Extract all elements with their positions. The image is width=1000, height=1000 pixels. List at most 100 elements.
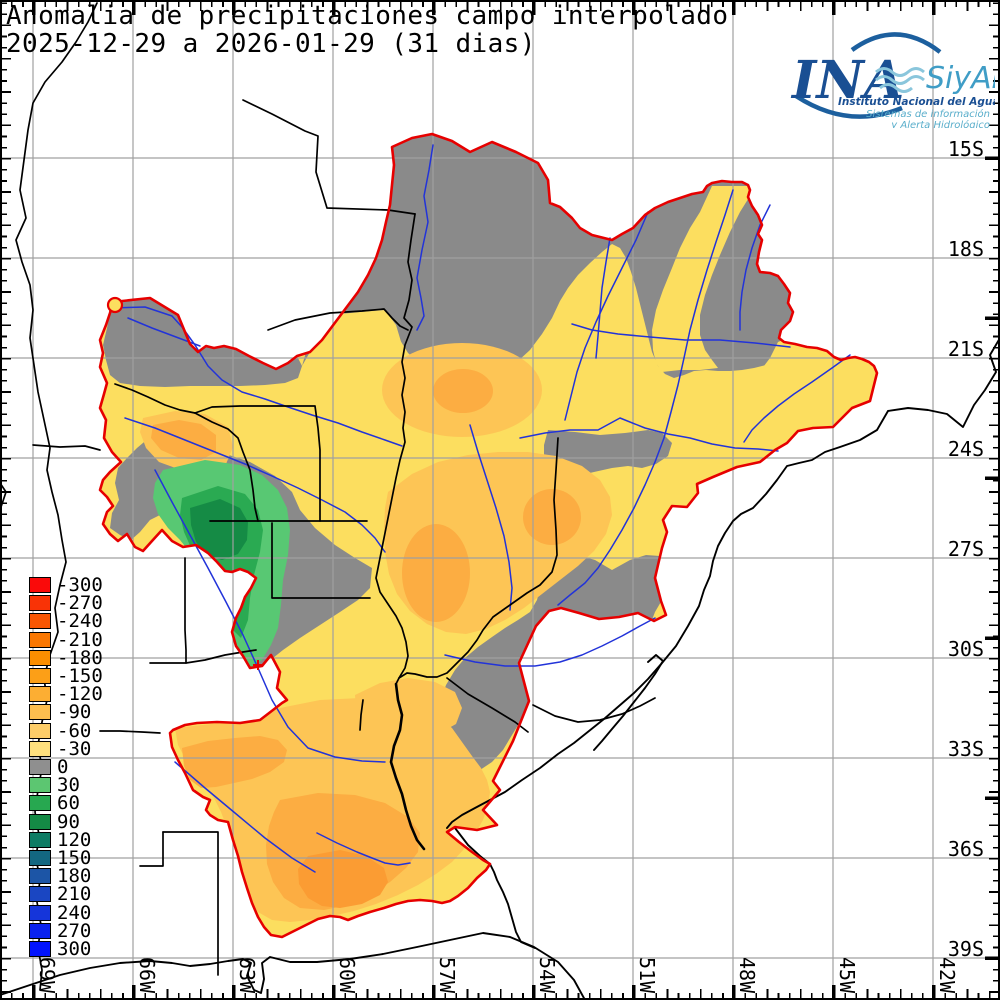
logo-top-arc xyxy=(850,32,942,54)
legend-swatch xyxy=(29,686,51,703)
anomaly-field xyxy=(103,134,877,922)
legend-row--60: -60 xyxy=(29,719,92,742)
legend-value-label: -180 xyxy=(57,646,103,669)
lat-label-36S: 36S xyxy=(947,837,984,861)
legend-swatch xyxy=(29,886,51,903)
legend-value-label: -270 xyxy=(57,592,103,615)
legend-row-90: 90 xyxy=(29,812,80,831)
legend-row-300: 300 xyxy=(29,938,92,961)
legend-swatch xyxy=(29,577,51,594)
orange-90-central-b xyxy=(523,489,581,545)
lon-label-54W: 54W xyxy=(535,957,559,994)
legend-row-270: 270 xyxy=(29,919,92,942)
legend-value-label: 240 xyxy=(57,901,92,924)
legend-swatch xyxy=(29,668,51,685)
legend-swatch xyxy=(29,631,51,648)
orange-120-south-core xyxy=(298,850,388,908)
legend-row--150: -150 xyxy=(29,667,103,686)
legend-swatch xyxy=(29,831,51,848)
legend-row--210: -210 xyxy=(29,628,103,651)
legend-row-120: 120 xyxy=(29,828,92,851)
legend-row--90: -90 xyxy=(29,701,92,724)
yellow-east-tip xyxy=(697,337,877,477)
legend-row-0: 0 xyxy=(29,758,68,777)
lon-label-69W: 69W xyxy=(35,957,59,994)
legend-swatch xyxy=(29,649,51,666)
legend-swatch xyxy=(29,759,51,776)
ina-siyah-logo: INA SiyAH Instituto Nacional del Agua Si… xyxy=(790,32,995,128)
legend-value-label: 150 xyxy=(57,847,92,870)
lat-label-15S: 15S xyxy=(947,137,984,161)
logo-siyah-text: SiyAH xyxy=(926,61,995,96)
legend-value-label: 180 xyxy=(57,865,92,888)
legend-swatch xyxy=(29,722,51,739)
legend-value-label: -120 xyxy=(57,683,103,706)
legend-swatch xyxy=(29,904,51,921)
legend-value-label: 120 xyxy=(57,828,92,851)
title-line2: 2025-12-29 a 2026-01-29 (31 dias) xyxy=(6,29,536,59)
lon-label-66W: 66W xyxy=(135,957,159,994)
station-cross-marker xyxy=(253,660,263,670)
basin-islet xyxy=(106,296,124,314)
lon-label-60W: 60W xyxy=(335,957,359,994)
legend-row--30: -30 xyxy=(29,737,92,760)
legend-row--300: -300 xyxy=(29,574,103,597)
legend-value-label: 60 xyxy=(57,792,80,815)
lat-label-21S: 21S xyxy=(947,337,984,361)
lon-label-48W: 48W xyxy=(735,957,759,994)
lat-label-24S: 24S xyxy=(947,437,984,461)
legend-value-label: 300 xyxy=(57,938,92,961)
lon-label-57W: 57W xyxy=(435,957,459,994)
lon-label-51W: 51W xyxy=(635,957,659,994)
legend-row--240: -240 xyxy=(29,612,103,631)
lat-label-30S: 30S xyxy=(947,637,984,661)
orange-90-central-a xyxy=(402,524,470,622)
legend-swatch xyxy=(29,941,51,958)
lat-label-39S: 39S xyxy=(947,937,984,961)
map-title: Anomalia de precipitaciones campo interp… xyxy=(6,2,728,58)
basin-outline xyxy=(98,132,879,939)
legend-value-label: -60 xyxy=(57,719,92,742)
title-line1: Anomalia de precipitaciones campo interp… xyxy=(6,1,729,31)
legend-value-label: -300 xyxy=(57,574,103,597)
legend-row-60: 60 xyxy=(29,792,80,815)
legend-value-label: 270 xyxy=(57,919,92,942)
logo-subtitle-2: Sistemas de información xyxy=(866,108,990,120)
legend-row-210: 210 xyxy=(29,885,91,904)
legend-row-150: 150 xyxy=(29,847,92,870)
parana-river-border xyxy=(389,682,426,851)
legend-swatch xyxy=(29,740,51,757)
legend-row--120: -120 xyxy=(29,683,103,706)
legend-swatch xyxy=(29,595,51,612)
lon-label-45W: 45W xyxy=(835,957,859,994)
yellow-band-ne xyxy=(652,186,750,372)
legend-swatch xyxy=(29,922,51,939)
legend-swatch xyxy=(29,850,51,867)
legend-row-30: 30 xyxy=(29,774,80,797)
legend-swatch xyxy=(29,613,51,630)
legend-swatch xyxy=(29,704,51,721)
legend-swatch xyxy=(29,795,51,812)
legend-row-240: 240 xyxy=(29,901,92,924)
legend-row-180: 180 xyxy=(29,865,92,888)
gray-zero-west-lobe xyxy=(103,298,302,387)
logo-ina-text: INA xyxy=(790,50,904,111)
lon-label-42W: 42W xyxy=(935,957,959,994)
legend-swatch xyxy=(29,813,51,830)
orange-90-south-a xyxy=(182,736,287,788)
orange-90-north xyxy=(433,369,493,413)
lon-label-63W: 63W xyxy=(235,957,259,994)
legend-swatch xyxy=(29,777,51,794)
lat-label-18S: 18S xyxy=(947,237,984,261)
legend-value-label: -210 xyxy=(57,628,103,651)
legend-swatch xyxy=(29,868,51,885)
legend-value-label: 30 xyxy=(57,774,80,797)
logo-subtitle-1: Instituto Nacional del Agua xyxy=(838,96,995,108)
legend-value-label: -90 xyxy=(57,701,92,724)
legend-value-label: -30 xyxy=(57,737,92,760)
lat-label-33S: 33S xyxy=(947,737,984,761)
lat-label-27S: 27S xyxy=(947,537,984,561)
